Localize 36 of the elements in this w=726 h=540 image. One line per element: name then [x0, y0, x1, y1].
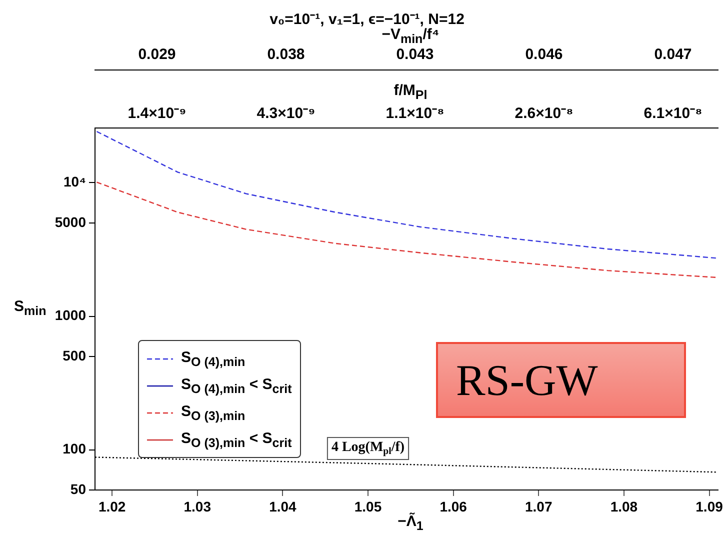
line-series: [96, 130, 718, 259]
x-tick-label: 1.03: [184, 498, 212, 514]
text: 4.3×10⁻⁹: [256, 104, 316, 122]
text: 0.047: [653, 46, 693, 63]
y-tick-label: 1000: [54, 307, 86, 324]
y-tick-label: 5000: [54, 214, 86, 230]
annotation: RS-GW: [456, 354, 598, 406]
y-axis-title: S$_{min}$: [14, 298, 46, 318]
x-tick-label: 1.06: [440, 498, 468, 514]
legend-label: S$_{O (4),min}$ < S$_{crit}$: [181, 376, 292, 396]
x-axis-title: −Λ̃$_{1}$: [396, 513, 424, 533]
x-tick-label: 1.02: [98, 498, 126, 514]
y-tick-label: 100: [62, 440, 86, 457]
x-tick-label: 1.07: [525, 498, 552, 514]
text: 1.4×10⁻⁹: [126, 104, 188, 122]
y-tick-label: 10⁴: [64, 174, 86, 190]
legend-label: S$_{O (3),min}$: [181, 402, 246, 422]
x-tick-label: 1.08: [610, 498, 638, 514]
text: 0.043: [395, 46, 435, 63]
chart-title: v₀=10⁻¹, v₁=1, ϵ=−10⁻¹, N=12: [268, 10, 466, 28]
text: 0.029: [137, 46, 177, 63]
x-tick-label: 1.04: [269, 498, 297, 514]
text: −V$_{min}$/f⁴: [382, 26, 440, 46]
legend-label: S$_{O (3),min}$ < S$_{crit}$: [181, 430, 292, 450]
text: 1.1×10⁻⁸: [384, 104, 446, 122]
text: f/M$_{Pl}$: [392, 82, 428, 102]
line-series: [96, 182, 718, 278]
x-tick-label: 1.09: [696, 498, 724, 514]
text: 6.1×10⁻⁸: [642, 104, 704, 122]
x-tick-label: 1.05: [354, 498, 382, 514]
text: 2.6×10⁻⁸: [514, 104, 574, 122]
y-tick-label: 500: [62, 347, 86, 364]
text: 0.046: [524, 46, 564, 63]
legend-label: S$_{O (4),min}$: [181, 348, 246, 368]
y-tick-label: 50: [70, 480, 86, 497]
text: 0.038: [266, 46, 306, 63]
